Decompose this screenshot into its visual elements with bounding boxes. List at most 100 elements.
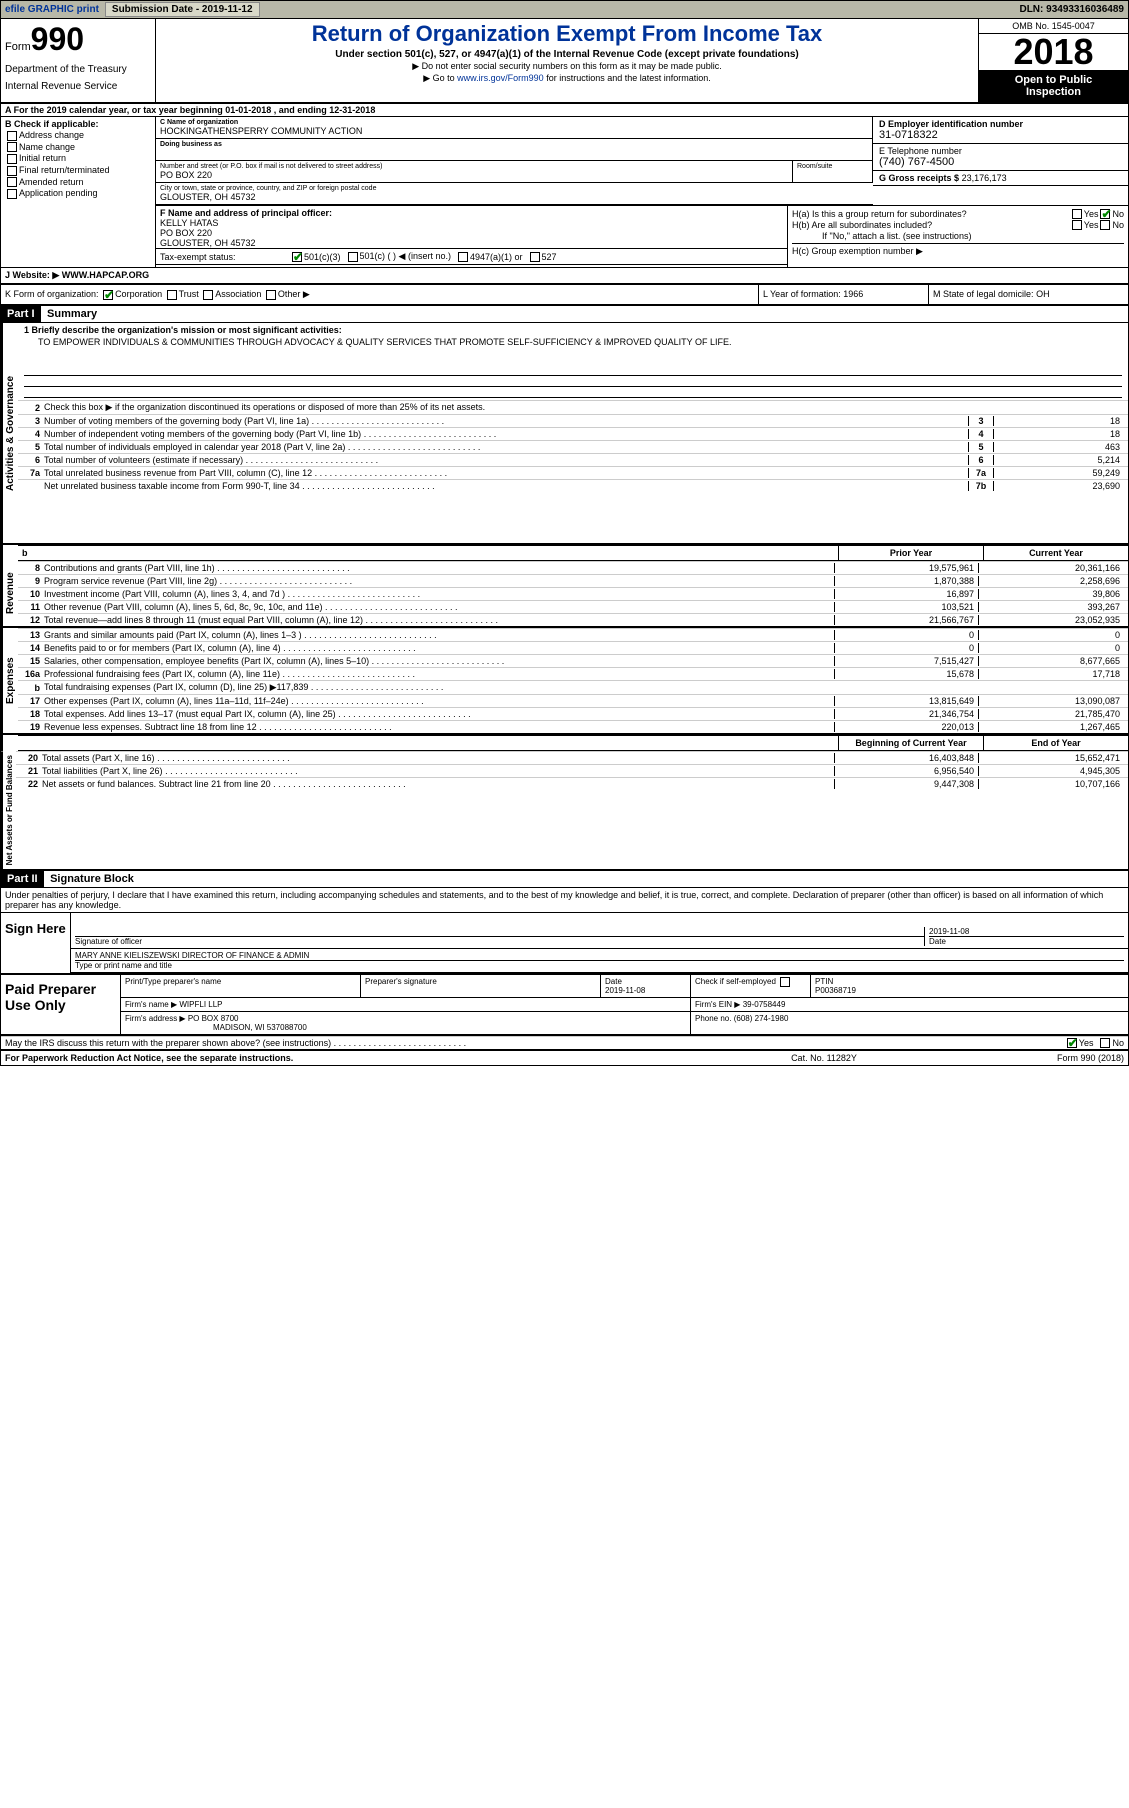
prior-value: 9,447,308 [834,779,979,789]
discuss-label: May the IRS discuss this return with the… [5,1038,1065,1048]
efile-link[interactable]: efile GRAPHIC print [5,4,99,15]
form-subtitle: Under section 501(c), 527, or 4947(a)(1)… [162,49,972,60]
officer-addr1: PO BOX 220 [160,228,783,238]
firm-addr1: PO BOX 8700 [188,1014,239,1023]
final-return-checkbox[interactable] [7,166,17,176]
line-label: Total liabilities (Part X, line 26) [42,766,834,776]
527-checkbox[interactable] [530,252,540,262]
officer-addr2: GLOUSTER, OH 45732 [160,238,783,248]
line-num: 13 [22,630,44,640]
current-value: 23,052,935 [979,615,1124,625]
hb-no-checkbox[interactable] [1100,220,1110,230]
4947-checkbox[interactable] [458,252,468,262]
instructions-link[interactable]: www.irs.gov/Form990 [457,73,544,83]
firm-name: WIPFLI LLP [179,1000,222,1009]
state-domicile: OH [1036,289,1050,299]
current-value: 393,267 [979,602,1124,612]
hb-note: If "No," attach a list. (see instruction… [792,231,1124,241]
phone-value: (740) 767-4500 [879,156,1122,168]
submission-date-button[interactable]: Submission Date - 2019-11-12 [105,2,260,17]
prior-value: 103,521 [834,602,979,612]
inspection-line2: Inspection [981,86,1126,98]
line-cell: 7a [968,468,994,478]
ha-yes-checkbox[interactable] [1072,209,1082,219]
line-value: 463 [994,442,1124,452]
self-employed-checkbox[interactable] [780,977,790,987]
prior-value: 6,956,540 [834,766,979,776]
line-a: A For the 2019 calendar year, or tax yea… [1,104,1128,117]
ptin-value: P00368719 [815,986,1124,995]
mission-label: 1 Briefly describe the organization's mi… [24,325,1122,335]
line-label: Other revenue (Part VIII, column (A), li… [44,602,834,612]
current-value: 21,785,470 [979,709,1124,719]
line-num: 11 [22,602,44,612]
current-value: 39,806 [979,589,1124,599]
discuss-yes-checkbox[interactable] [1067,1038,1077,1048]
opt-final-return: Final return/terminated [19,165,110,175]
goto-suffix: for instructions and the latest informat… [544,73,711,83]
opt-4947: 4947(a)(1) or [470,252,523,262]
discuss-yes: Yes [1079,1038,1094,1048]
ein-label: D Employer identification number [879,119,1122,129]
dln-label: DLN: 93493316036489 [1019,4,1124,15]
hb-yes: Yes [1084,220,1099,230]
other-checkbox[interactable] [266,290,276,300]
line-num: 20 [20,753,42,763]
initial-return-checkbox[interactable] [7,154,17,164]
org-name-label: C Name of organization [160,119,868,126]
discuss-no-checkbox[interactable] [1100,1038,1110,1048]
current-value: 10,707,166 [979,779,1124,789]
assoc-checkbox[interactable] [203,290,213,300]
opt-trust: Trust [179,289,199,299]
line-cell: 5 [968,442,994,452]
line-num: 16a [22,669,44,679]
line-label: Total number of volunteers (estimate if … [44,455,968,465]
hb-label: H(b) Are all subordinates included? [792,220,1070,230]
ha-no-checkbox[interactable] [1100,209,1110,219]
corp-checkbox[interactable] [103,290,113,300]
inspection-line1: Open to Public [981,74,1126,86]
governance-label: Activities & Governance [1,323,18,543]
name-change-checkbox[interactable] [7,142,17,152]
prior-value: 0 [834,643,979,653]
line-label: Total revenue—add lines 8 through 11 (mu… [44,615,834,625]
sig-date: 2019-11-08 [929,927,1124,937]
line-num: 10 [22,589,44,599]
ptin-header: PTIN [815,977,1124,986]
revenue-label: Revenue [1,561,18,626]
current-value: 1,267,465 [979,722,1124,732]
amended-return-checkbox[interactable] [7,177,17,187]
line-label: Net unrelated business taxable income fr… [44,481,968,491]
prior-value: 16,897 [834,589,979,599]
prior-value: 19,575,961 [834,563,979,573]
expenses-label: Expenses [1,628,18,733]
current-value: 8,677,665 [979,656,1124,666]
line-label: Total assets (Part X, line 16) [42,753,834,763]
privacy-note: ▶ Do not enter social security numbers o… [162,61,972,72]
501c-checkbox[interactable] [348,252,358,262]
prep-name-header: Print/Type preparer's name [121,975,361,997]
501c3-checkbox[interactable] [292,252,302,262]
application-pending-checkbox[interactable] [7,189,17,199]
cat-no: Cat. No. 11282Y [724,1053,924,1063]
paperwork-notice: For Paperwork Reduction Act Notice, see … [5,1053,724,1063]
line-num: 17 [22,696,44,706]
address-change-checkbox[interactable] [7,131,17,141]
form-org-label: K Form of organization: [5,289,99,299]
prior-value: 21,346,754 [834,709,979,719]
prior-value: 21,566,767 [834,615,979,625]
firm-addr2: MADISON, WI 537088700 [125,1023,686,1032]
line-num: 5 [22,442,44,452]
line-label: Benefits paid to or for members (Part IX… [44,643,834,653]
prep-date-header: Date [605,977,686,986]
form-number: 990 [31,21,84,57]
hb-yes-checkbox[interactable] [1072,220,1082,230]
line-label: Number of voting members of the governin… [44,416,968,426]
line-num: 4 [22,429,44,439]
firm-phone-label: Phone no. [695,1014,731,1023]
tax-year: 2018 [979,34,1128,70]
line2-label: Check this box ▶ if the organization dis… [44,402,1124,413]
phone-label: E Telephone number [879,146,1122,156]
paid-preparer-label: Paid Preparer Use Only [1,975,121,1034]
trust-checkbox[interactable] [167,290,177,300]
